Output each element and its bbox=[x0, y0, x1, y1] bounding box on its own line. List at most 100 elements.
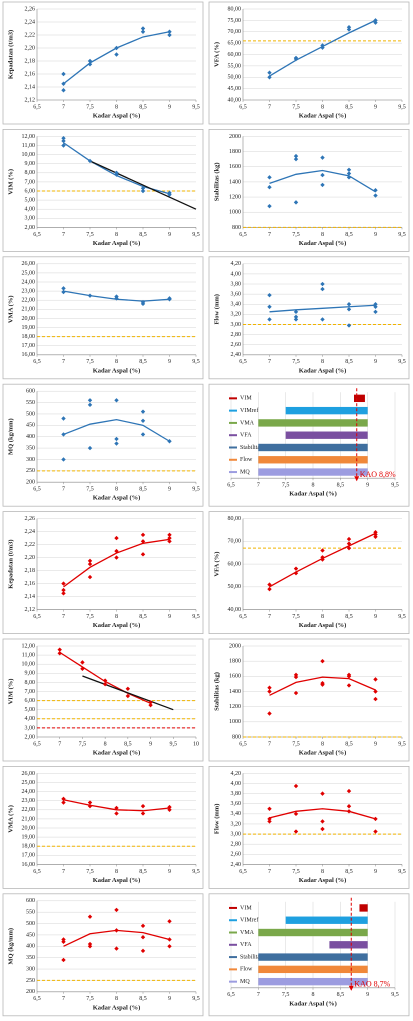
y-tick-label: 300 bbox=[26, 966, 35, 972]
x-tick-label: 7 bbox=[62, 869, 65, 875]
y-tick-label: 3,40 bbox=[231, 811, 242, 817]
data-point bbox=[87, 914, 93, 919]
data-point bbox=[346, 804, 352, 809]
range-bar bbox=[258, 953, 368, 961]
y-tick-label: 1200 bbox=[229, 704, 241, 710]
data-point bbox=[61, 591, 66, 596]
data-point bbox=[346, 788, 352, 794]
x-tick-label: 7 bbox=[58, 741, 61, 747]
data-point bbox=[267, 304, 272, 309]
y-axis-label: MQ (kg/mm) bbox=[7, 418, 14, 455]
data-point bbox=[114, 441, 119, 446]
y-tick-label: 2,18 bbox=[25, 58, 36, 64]
x-tick-label: 7,5 bbox=[86, 614, 94, 620]
x-tick-label: 6,5 bbox=[239, 614, 247, 620]
x-tick-label: 8,5 bbox=[345, 232, 353, 238]
y-tick-label: 2,24 bbox=[25, 529, 36, 535]
data-point bbox=[140, 552, 146, 557]
x-tick-label: 9,5 bbox=[192, 359, 200, 365]
x-tick-label: 7,5 bbox=[292, 869, 300, 875]
y-tick-label: 1400 bbox=[229, 179, 241, 185]
x-tick-label: 8 bbox=[115, 359, 118, 365]
data-point bbox=[167, 804, 172, 810]
x-tick-label: 8,5 bbox=[124, 741, 132, 747]
data-point bbox=[346, 302, 352, 307]
y-tick-label: 2,16 bbox=[25, 71, 36, 77]
data-point bbox=[148, 700, 153, 705]
data-point bbox=[320, 155, 325, 160]
data-point bbox=[57, 647, 62, 652]
x-axis-label: Kadar Aspal (%) bbox=[93, 367, 141, 374]
data-point bbox=[87, 158, 93, 164]
x-tick-label: 9,5 bbox=[192, 996, 200, 1002]
fit-line bbox=[89, 160, 197, 210]
y-tick-label: 25,00 bbox=[22, 780, 36, 786]
y-tick-label: 2,26 bbox=[25, 516, 36, 522]
range-bar bbox=[258, 977, 368, 986]
data-point bbox=[320, 317, 325, 322]
data-point bbox=[320, 658, 325, 664]
y-tick-label: 3,60 bbox=[231, 801, 242, 807]
x-tick-label: 8 bbox=[115, 996, 118, 1002]
data-point bbox=[293, 571, 299, 576]
panel bbox=[208, 766, 410, 889]
x-tick-label: 8 bbox=[321, 359, 324, 365]
data-point bbox=[140, 432, 146, 437]
data-point bbox=[346, 25, 352, 30]
y-tick-label: 800 bbox=[232, 734, 241, 740]
y-tick-label: 24,00 bbox=[22, 279, 36, 285]
x-tick-label: 7,5 bbox=[292, 232, 300, 238]
x-tick-label: 7,5 bbox=[292, 741, 300, 747]
range-bar bbox=[258, 468, 368, 476]
y-tick-label: 800 bbox=[232, 225, 241, 231]
data-point bbox=[102, 678, 108, 683]
x-tick-label: 9 bbox=[374, 614, 377, 620]
x-tick-label: 7,5 bbox=[282, 992, 290, 998]
data-point bbox=[320, 680, 325, 686]
y-tick-label: 23,00 bbox=[22, 288, 36, 294]
x-tick-label: 9 bbox=[168, 359, 171, 365]
data-point bbox=[140, 948, 146, 954]
x-tick-label: 8,5 bbox=[337, 483, 345, 489]
y-tick-label: 17,00 bbox=[22, 853, 36, 859]
x-tick-label: 9,5 bbox=[391, 992, 399, 998]
x-tick-label: 9,5 bbox=[391, 483, 399, 489]
x-tick-label: 6,5 bbox=[33, 869, 41, 875]
legend-label: VMA bbox=[240, 420, 255, 426]
x-tick-label: 9,5 bbox=[192, 104, 200, 110]
data-point bbox=[320, 819, 325, 824]
data-point bbox=[267, 203, 272, 209]
data-point bbox=[267, 292, 272, 298]
y-tick-label: 7,00 bbox=[25, 179, 36, 185]
x-tick-label: 6,5 bbox=[239, 232, 247, 238]
data-point bbox=[114, 907, 119, 913]
data-point bbox=[267, 711, 272, 716]
x-axis-label: Kadar Aspal (%) bbox=[93, 749, 141, 756]
y-tick-label: 600 bbox=[26, 898, 35, 904]
y-tick-label: 9,00 bbox=[25, 161, 36, 167]
data-point bbox=[61, 138, 66, 144]
x-tick-label: 6,5 bbox=[33, 359, 41, 365]
data-point bbox=[346, 171, 352, 176]
x-tick-label: 9 bbox=[374, 869, 377, 875]
y-tick-label: 70,00 bbox=[228, 29, 242, 35]
y-tick-label: 350 bbox=[26, 445, 35, 451]
y-tick-label: 80,00 bbox=[228, 516, 242, 522]
y-tick-label: 2,16 bbox=[25, 581, 36, 587]
x-tick-label: 8 bbox=[115, 614, 118, 620]
x-axis-label: Kadar Aspal (%) bbox=[93, 240, 141, 247]
y-tick-label: 50,00 bbox=[228, 584, 242, 590]
y-tick-label: 2,80 bbox=[231, 332, 242, 338]
data-point bbox=[114, 172, 119, 177]
x-tick-label: 6,5 bbox=[33, 614, 41, 620]
panel bbox=[2, 766, 204, 889]
x-axis-label: Kadar Aspal (%) bbox=[289, 1000, 337, 1007]
y-tick-label: 500 bbox=[26, 921, 35, 927]
y-axis-label: VIM (%) bbox=[7, 169, 14, 195]
data-point bbox=[293, 309, 299, 315]
y-tick-label: 450 bbox=[26, 932, 35, 938]
y-tick-label: 19,00 bbox=[22, 834, 36, 840]
x-tick-label: 9,5 bbox=[398, 614, 406, 620]
x-tick-label: 9,5 bbox=[170, 741, 178, 747]
x-tick-label: 6,5 bbox=[227, 992, 235, 998]
